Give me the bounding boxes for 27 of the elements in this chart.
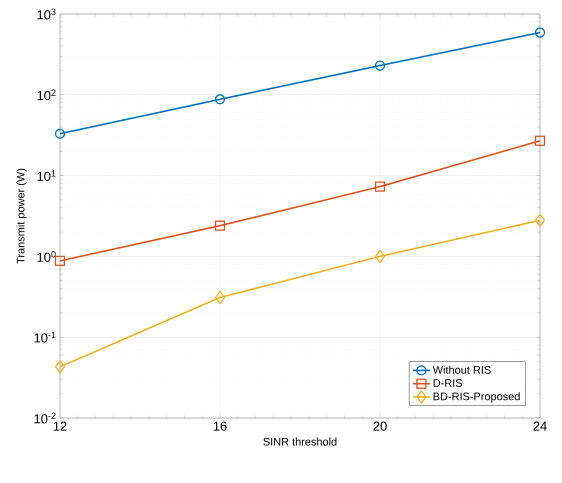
x-tick-label: 12 <box>54 422 67 431</box>
point <box>54 360 66 374</box>
y-tick-label: 10$^{-1}$ <box>34 332 56 343</box>
point <box>54 256 66 266</box>
point <box>214 220 226 231</box>
x-tick-label: 16 <box>214 422 227 431</box>
legend-label: BD-RIS-Proposed <box>434 392 520 402</box>
point <box>214 290 226 304</box>
legend-label: Without RIS <box>432 366 491 374</box>
point <box>534 214 546 227</box>
point <box>534 27 546 38</box>
y-tick-label: 10$^{3}$ <box>38 8 56 20</box>
point <box>374 250 386 264</box>
y-tick-label: 10$^{1}$ <box>38 170 56 181</box>
y-tick-label: 10$^{2}$ <box>38 89 56 100</box>
y-axis-title: Transmit power (W) <box>16 168 27 264</box>
x-tick-label: 24 <box>533 422 547 431</box>
x-tick-label: 20 <box>373 422 387 431</box>
x-axis-title: SINR threshold <box>263 438 336 446</box>
point <box>374 60 386 71</box>
point <box>54 128 66 139</box>
y-tick-label: 10$^{-2}$ <box>34 412 56 424</box>
y-tick-label: 10$^{0}$ <box>38 251 56 262</box>
point <box>534 136 546 146</box>
legend-label: D-RIS <box>434 379 462 387</box>
point <box>214 94 226 104</box>
point <box>374 182 386 192</box>
